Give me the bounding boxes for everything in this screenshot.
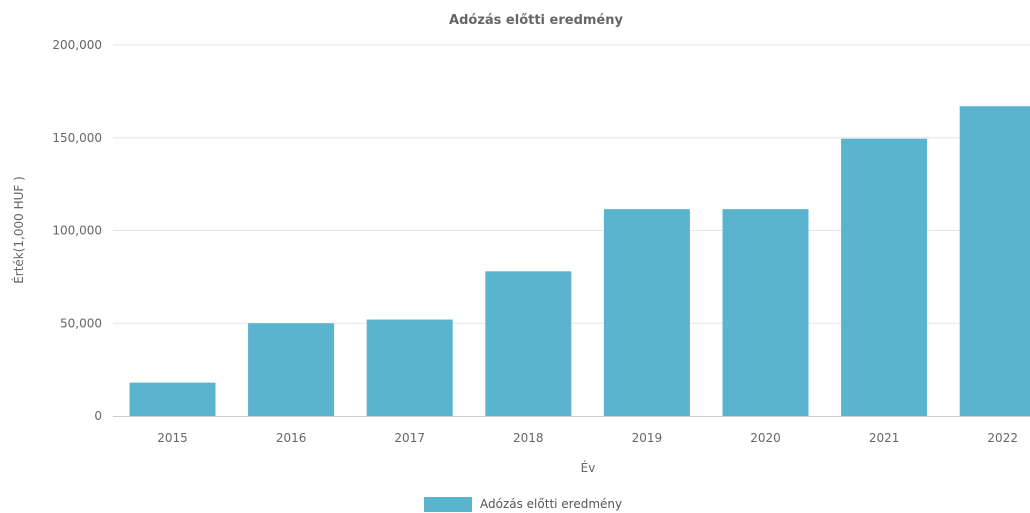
bars [129,106,1030,417]
chart-title: Adózás előtti eredmény [449,13,623,28]
bar-2015 [129,382,216,416]
x-tick-label: 2019 [632,431,663,445]
x-tick-label: 2022 [987,431,1018,445]
bar-2020 [722,209,809,416]
bar-2019 [603,209,690,416]
x-tick-label: 2016 [276,431,307,445]
y-tick-label: 150,000 [52,131,102,145]
y-tick-label: 50,000 [60,316,102,330]
y-tick-label: 0 [94,409,102,423]
y-tick-label: 100,000 [52,224,102,238]
bar-2021 [841,138,928,417]
x-axis-label: Év [581,460,596,475]
x-axis-ticks: 2015 2016 2017 2018 2019 2020 2021 2022 [157,431,1018,445]
legend-swatch [424,497,472,512]
y-axis-label: Érték(1,000 HUF ) [11,176,26,284]
x-tick-label: 2020 [750,431,781,445]
bar-2016 [248,323,335,416]
legend: Adózás előtti eredmény [424,497,622,512]
x-tick-label: 2021 [869,431,900,445]
bar-2017 [366,319,453,416]
bar-2018 [485,271,572,416]
x-tick-label: 2015 [157,431,188,445]
y-tick-label: 200,000 [52,38,102,52]
x-tick-label: 2018 [513,431,544,445]
y-axis-ticks: 0 50,000 100,000 150,000 200,000 [52,38,102,423]
legend-label: Adózás előtti eredmény [480,497,622,511]
bar-2022 [959,106,1030,416]
x-tick-label: 2017 [394,431,425,445]
